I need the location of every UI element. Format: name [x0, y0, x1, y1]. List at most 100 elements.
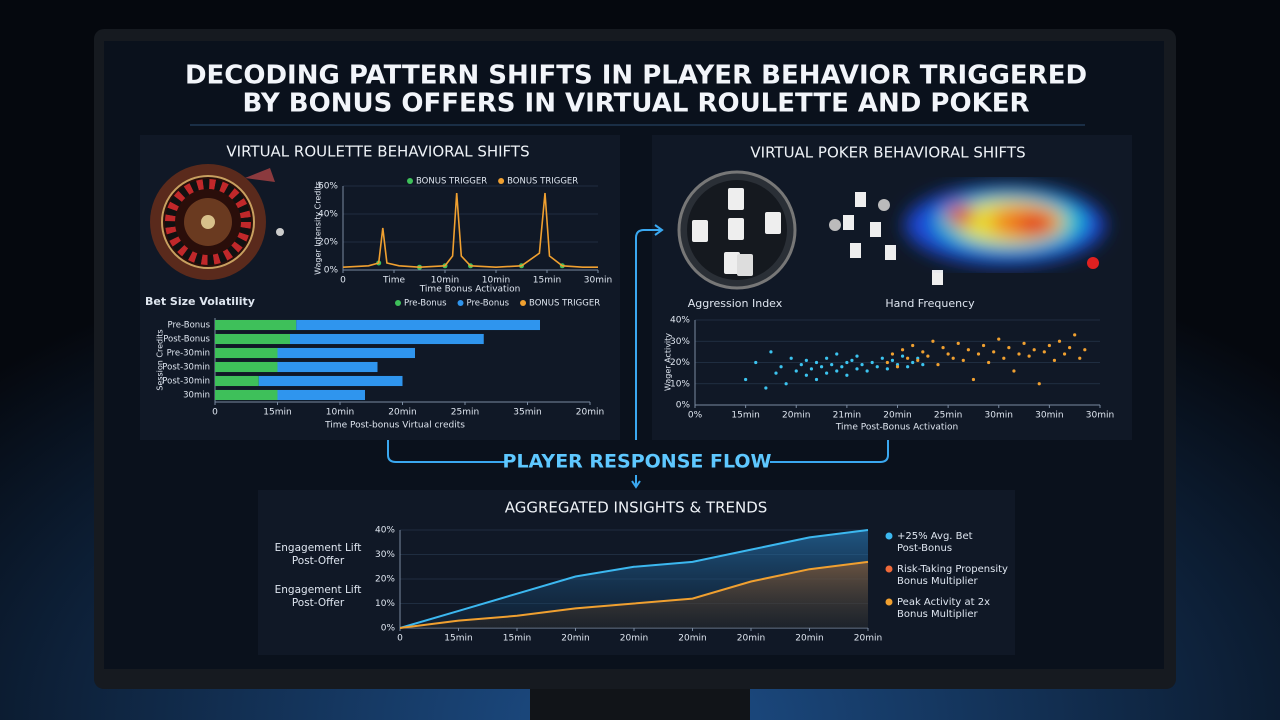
x-tick-label: 25min: [934, 411, 962, 421]
x-tick-label: 20min: [678, 634, 706, 644]
scatter-point: [936, 363, 940, 367]
x-tick-label: Time: [382, 276, 405, 286]
y-tick-label: Post-Bonus: [163, 335, 210, 345]
scatter-point: [1027, 354, 1031, 358]
chart-title: VIRTUAL POKER BEHAVIORAL SHIFTS: [750, 144, 1025, 162]
x-tick-label: 0: [340, 276, 346, 286]
side-label: Post-Offer: [292, 597, 345, 609]
scatter-point: [835, 369, 839, 373]
y-tick-label: 40%: [375, 526, 395, 536]
y-tick-label: 10%: [670, 379, 690, 389]
y-tick-label: 30min: [183, 391, 210, 401]
x-axis-label: Time Bonus Activation: [419, 285, 521, 295]
x-tick-label: 20min: [561, 634, 589, 644]
x-tick-label: 10min: [326, 408, 354, 418]
y-tick-label: 20%: [318, 238, 338, 248]
scatter-point: [1032, 348, 1036, 352]
scatter-point: [809, 367, 814, 371]
legend-swatch: [407, 178, 413, 184]
scatter-point: [799, 363, 803, 367]
y-tick-label: 30%: [670, 337, 690, 347]
scatter-point: [971, 377, 976, 382]
y-tick-label: 10%: [375, 599, 395, 609]
y-axis-label: Wager Intensity Credits: [314, 181, 323, 275]
x-tick-label: 15min: [503, 634, 531, 644]
x-tick-label: 20min: [576, 408, 604, 418]
x-tick-label: 20min: [854, 634, 882, 644]
scatter-point: [946, 352, 950, 356]
x-tick-label: 0: [212, 408, 218, 418]
bar-segment: [277, 347, 415, 359]
scatter-point: [1037, 382, 1041, 386]
note-swatch: [885, 598, 893, 606]
scatter-point: [906, 365, 910, 369]
scatter-point: [845, 360, 849, 365]
y-tick-label: Post-30min: [162, 363, 210, 373]
bar-segment: [215, 319, 297, 331]
poker-table: [677, 170, 797, 290]
scatter-point: [941, 346, 945, 350]
scatter-point: [880, 356, 884, 360]
legend-label: Pre-Bonus: [404, 299, 447, 309]
scatter-point: [1052, 358, 1057, 362]
scatter-point: [764, 386, 768, 390]
monitor-stand: [530, 689, 750, 720]
scatter-point: [911, 360, 915, 365]
scatter-point: [830, 363, 834, 367]
scatter-point: [1042, 350, 1046, 354]
y-tick-label: 20%: [375, 575, 395, 585]
scatter-point: [956, 341, 960, 345]
y-tick-label: 40%: [318, 210, 338, 220]
scatter-point: [1078, 356, 1082, 360]
scatter-point: [845, 373, 849, 377]
scatter-point: [1083, 348, 1087, 352]
scatter-point: [1002, 356, 1006, 360]
side-label: Engagement Lift: [275, 542, 362, 554]
y-tick-label: Pre-30min: [167, 349, 210, 359]
note-swatch: [885, 532, 893, 540]
note-text: Risk-Taking Propensity: [897, 564, 1008, 575]
scatter-point: [789, 356, 793, 360]
scatter-point: [1022, 341, 1026, 345]
card-scatter: [829, 192, 943, 285]
line: [399, 560, 869, 629]
scatter-point: [814, 360, 819, 365]
scatter-point: [1047, 343, 1051, 348]
x-tick-label: 0%: [688, 411, 703, 421]
y-tick-label: 60%: [318, 182, 338, 192]
bar-segment: [296, 319, 540, 331]
x-tick-label: 10min: [431, 276, 459, 286]
note-swatch: [885, 565, 893, 573]
scatter-point: [1007, 346, 1011, 350]
scatter-point: [997, 337, 1001, 341]
scatter-point: [835, 352, 839, 356]
scatter-point: [987, 360, 991, 365]
scatter-point: [865, 369, 869, 373]
bar-segment: [277, 361, 378, 373]
scatter-point: [981, 343, 986, 348]
legend-label: BONUS TRIGGER: [507, 177, 578, 187]
x-tick-label: 15min: [731, 411, 759, 421]
bar-segment: [215, 333, 290, 345]
scatter-point: [870, 360, 874, 365]
y-tick-label: 0%: [676, 401, 691, 411]
x-axis-label: Time Post-bonus Virtual credits: [324, 421, 465, 431]
x-tick-label: 30min: [584, 276, 612, 286]
scatter-point: [885, 360, 889, 365]
area: [400, 561, 868, 628]
scatter-point: [895, 365, 900, 369]
line: [399, 529, 869, 629]
scatter-point: [1017, 352, 1021, 356]
scatter-point: [921, 363, 925, 367]
scatter-point: [774, 371, 778, 375]
flow-label: PLAYER RESPONSE FLOW: [503, 451, 772, 473]
x-tick-label: 15min: [263, 408, 291, 418]
scatter-point: [825, 371, 829, 375]
y-tick-label: 30%: [375, 550, 395, 560]
x-tick-label: 20min: [883, 411, 911, 421]
y-axis-label: Wager Activity: [664, 333, 673, 391]
note-text: +25% Avg. Bet: [897, 531, 973, 542]
note-text: Post-Bonus: [897, 543, 952, 554]
scatter-point: [804, 373, 808, 377]
title-line: BY BONUS OFFERS IN VIRTUAL ROULETTE AND …: [243, 89, 1030, 119]
